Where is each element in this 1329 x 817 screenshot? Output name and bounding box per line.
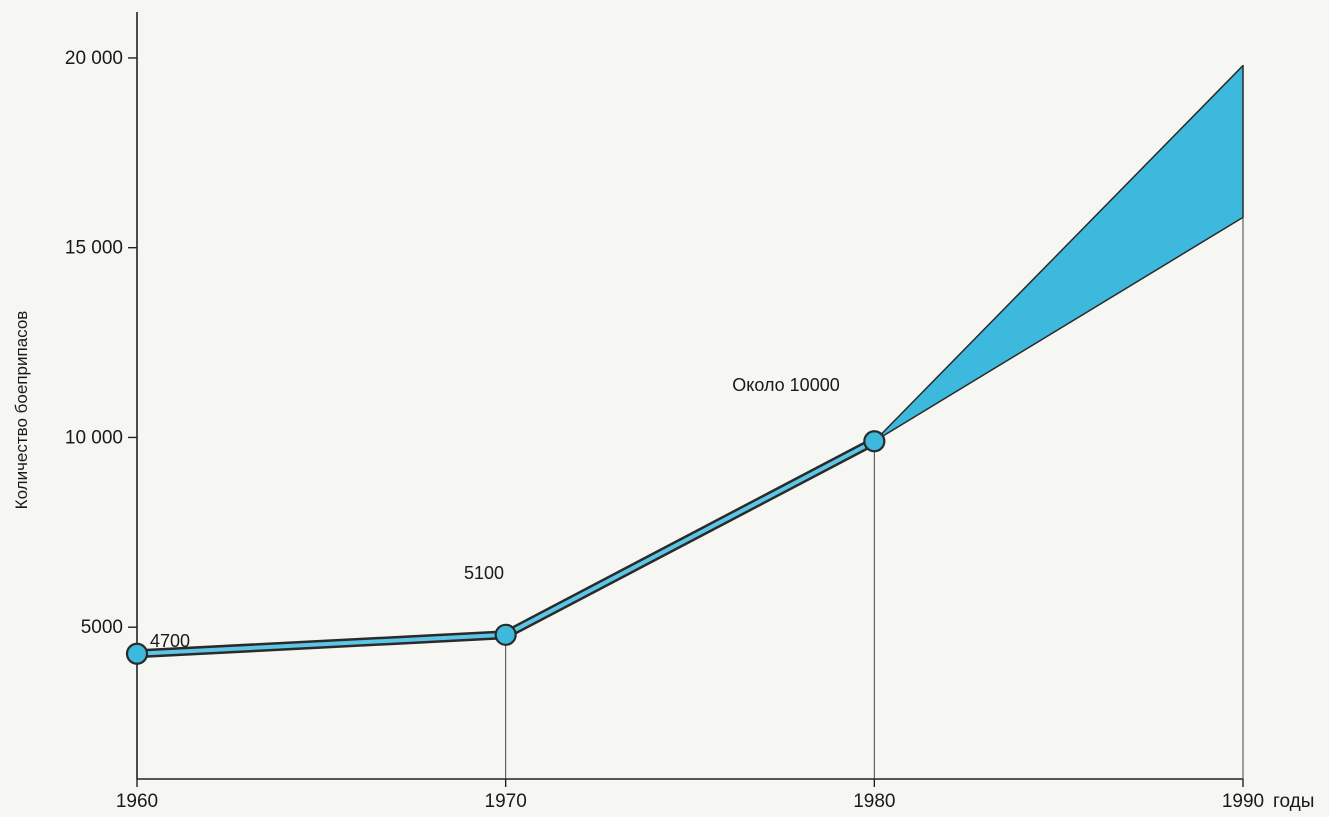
data-label-1970: 5100	[464, 563, 504, 583]
data-label-1980: Около 10000	[732, 375, 839, 395]
data-point-1960	[125, 642, 149, 665]
y-tick-label: 20 000	[65, 48, 123, 69]
y-axis-label: Количество боеприпасов	[12, 311, 31, 510]
x-axis-label: годы	[1273, 791, 1314, 812]
data-point-1970	[494, 623, 517, 646]
x-tick-label: 1980	[853, 791, 895, 812]
x-tick-label: 1990	[1222, 791, 1264, 812]
x-tick-label: 1970	[485, 791, 527, 812]
axes: 5000 10 000 15 000 20 000 1960 1970 1980 1990	[65, 12, 1264, 812]
projection-band-group	[873, 64, 1244, 442]
series-group	[125, 430, 886, 665]
data-label-1960: 4700	[150, 631, 190, 651]
y-tick-label: 10 000	[65, 427, 123, 448]
projection-band	[873, 64, 1244, 442]
series-line-outline	[132, 436, 879, 659]
series-line	[135, 439, 877, 656]
y-tick-label: 5000	[81, 617, 123, 638]
x-tick-label: 1960	[116, 791, 158, 812]
labels-group: Количество боеприпасов годы 4700 5100 Ок…	[12, 311, 1314, 812]
data-point-1980	[863, 430, 886, 453]
y-tick-label: 15 000	[65, 238, 123, 259]
